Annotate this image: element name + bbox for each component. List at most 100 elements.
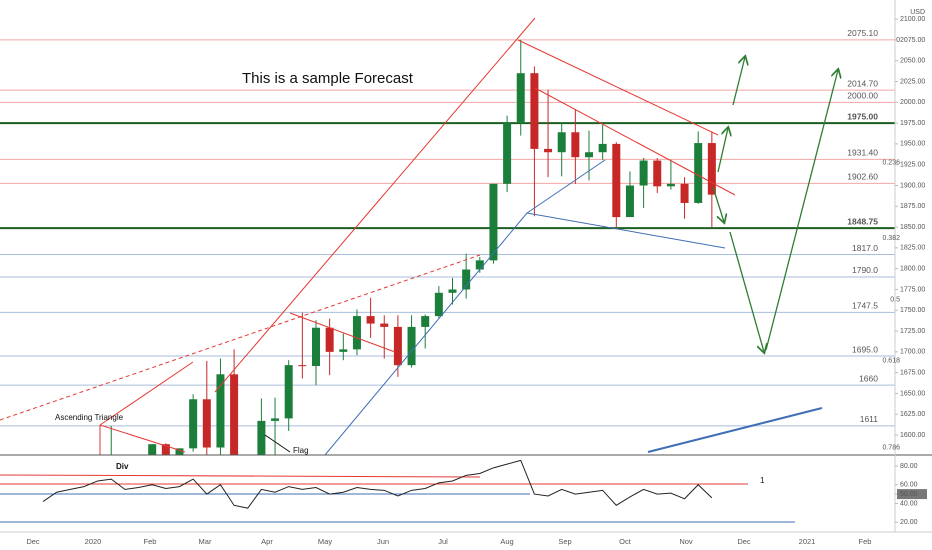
level-label: 1975.00: [847, 111, 878, 121]
forecast-arrow: [712, 186, 724, 222]
x-tick-label: May: [318, 537, 332, 546]
y-tick-label: 1925.00: [900, 162, 925, 169]
candle-body: [625, 185, 634, 218]
flag-pointer: [264, 434, 291, 453]
level-label: 2000.00: [847, 91, 878, 101]
y-tick-label: 40.00: [900, 500, 918, 507]
candle-body: [666, 183, 675, 187]
x-tick-label: Apr: [261, 537, 273, 546]
level-label: 2014.70: [847, 78, 878, 88]
candle-body: [312, 327, 320, 366]
candle-body: [434, 292, 443, 317]
candle-body: [230, 374, 239, 455]
candle-body: [298, 365, 307, 367]
candle-body: [707, 143, 716, 195]
candle-body: [680, 183, 689, 203]
candle-body: [421, 316, 430, 327]
currency: USD: [910, 9, 925, 16]
level-label: 1695.0: [852, 344, 878, 354]
x-tick-label: Sep: [558, 537, 571, 546]
y-tick-label: 1900.00: [900, 182, 925, 189]
forecast-title: This is a sample Forecast: [242, 70, 414, 87]
level-label: 1817.0: [852, 243, 878, 253]
candle-body: [571, 132, 580, 158]
candle-body: [284, 365, 293, 419]
divergence-line: [0, 474, 481, 478]
candle-body: [448, 289, 457, 293]
candle-body: [475, 260, 484, 270]
y-tick-label: 1800.00: [900, 266, 925, 273]
forecast-arrow: [729, 231, 764, 352]
trendline: [99, 424, 186, 453]
candle-body: [339, 349, 348, 352]
y-tick-label: 1675.00: [900, 369, 925, 376]
rsi-panel: [0, 459, 795, 523]
candle-body: [407, 326, 416, 366]
candle-body: [257, 420, 266, 455]
fib-label: 0.618: [882, 358, 900, 365]
y-tick-label: 1975.00: [900, 120, 925, 127]
fib-label: 0.5: [890, 296, 900, 303]
candle-body: [598, 143, 607, 153]
x-tick-label: Oct: [619, 537, 632, 546]
candle-body: [393, 326, 402, 366]
forecast-arrow: [732, 57, 745, 106]
candle-body: [694, 143, 703, 203]
trendline: [526, 159, 606, 214]
y-tick-label: 80.00: [900, 463, 918, 470]
y-tick-label: 60.00: [900, 482, 918, 489]
fib-label: 0.786: [882, 445, 900, 452]
candle-body: [366, 316, 375, 324]
pattern-label: Ascending Triangle: [55, 413, 124, 422]
level-label: 1790.0: [852, 265, 878, 275]
rsi-label: 1: [760, 476, 765, 485]
candle-body: [544, 148, 553, 153]
candle-body: [503, 123, 512, 184]
level-label: 2075.10: [847, 28, 878, 38]
y-tick-label: 1825.00: [900, 245, 925, 252]
fib-label: 0.236: [882, 159, 900, 166]
candle-body: [352, 316, 361, 350]
y-tick-label: 1875.00: [900, 203, 925, 210]
x-tick-label: 2020: [85, 537, 102, 546]
y-tick-label: 1950.00: [900, 141, 925, 148]
level-label: 1902.60: [847, 172, 878, 182]
candle-body: [489, 183, 498, 261]
x-tick-label: Aug: [500, 537, 513, 546]
level-label: 1747.5: [852, 301, 878, 311]
rsi-label: Div: [116, 462, 129, 471]
y-tick-label: 20.00: [900, 519, 918, 526]
candle-body: [557, 132, 566, 153]
candle-body: [148, 444, 157, 455]
x-tick-label: 2021: [799, 537, 816, 546]
candle-body: [216, 374, 225, 448]
fib-label: 0: [896, 37, 900, 44]
trendline: [526, 212, 726, 249]
trendline: [517, 39, 719, 136]
candle-body: [585, 152, 593, 158]
candle-body: [161, 444, 170, 455]
candle-body: [175, 448, 184, 455]
trendline: [534, 87, 736, 196]
y-tick-label: 1850.00: [900, 224, 925, 231]
y-tick-label: 1650.00: [900, 390, 925, 397]
y-tick-label: 2075.00: [900, 37, 925, 44]
pattern-label: Flag: [293, 446, 309, 455]
x-tick-label: Jul: [438, 537, 448, 546]
candle-body: [653, 160, 662, 187]
trendline: [289, 312, 396, 353]
trendline: [0, 254, 481, 421]
fib-label: 0.382: [882, 235, 900, 242]
y-tick-label: 2100.00: [900, 16, 925, 23]
x-tick-label: Feb: [144, 537, 157, 546]
candle-body: [516, 73, 525, 124]
x-tick-label: Dec: [26, 537, 40, 546]
x-tick-label: Dec: [737, 537, 751, 546]
candle-body: [271, 418, 280, 421]
level-label: 1611: [860, 414, 879, 424]
y-tick-label: 2050.00: [900, 58, 925, 65]
current-value-box: [897, 489, 927, 500]
candle-body: [325, 327, 334, 352]
y-tick-label: 1775.00: [900, 286, 925, 293]
